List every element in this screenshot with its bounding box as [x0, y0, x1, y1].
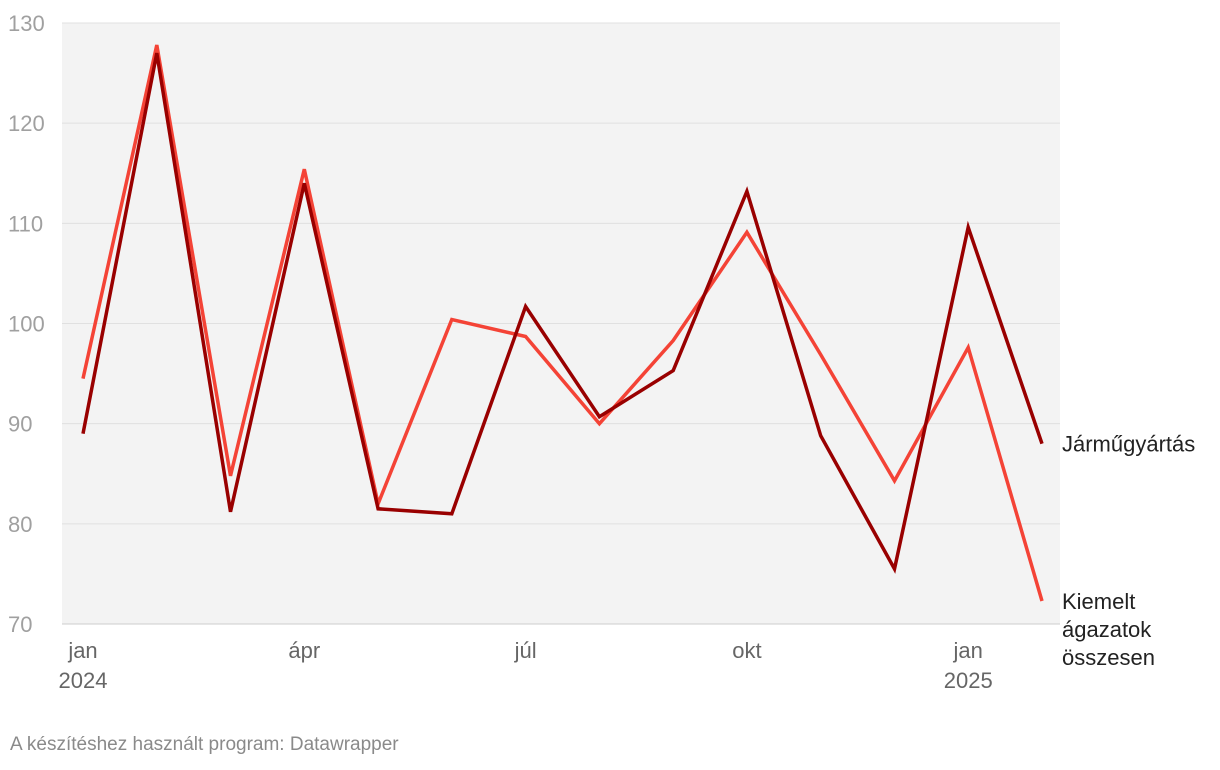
x-tick-label: jan — [67, 638, 97, 663]
y-tick-label: 70 — [8, 612, 32, 637]
series-label-1: Járműgyártás — [1062, 432, 1195, 457]
y-tick-label: 90 — [8, 412, 32, 437]
series-labels: Kiemelt ágazatok összesen Járműgyártás — [1062, 432, 1195, 670]
series-line-0 — [81, 44, 1044, 602]
x-tick-label: júl — [514, 638, 537, 663]
series-label-0: összesen — [1062, 645, 1155, 670]
x-tick-label: ápr — [288, 638, 320, 663]
y-tick-label: 130 — [8, 11, 45, 36]
series-label-0: Kiemelt — [1062, 589, 1135, 614]
series-line-1 — [81, 52, 1044, 574]
x-axis: jan 2024 ápr júl okt jan 2025 — [59, 638, 993, 693]
x-tick-year-label: 2024 — [59, 668, 108, 693]
series-label-0: ágazatok — [1062, 617, 1152, 642]
y-tick-label: 80 — [8, 512, 32, 537]
grid-layer — [62, 22, 1060, 625]
y-tick-label: 100 — [8, 312, 45, 337]
x-tick-year-label: 2025 — [944, 668, 993, 693]
x-tick-label: okt — [732, 638, 761, 663]
x-tick-label: jan — [953, 638, 983, 663]
y-tick-label: 120 — [8, 111, 45, 136]
y-axis: 70 80 90 100 110 120 130 — [8, 11, 45, 637]
y-tick-label: 110 — [8, 211, 43, 236]
credit-text: A készítéshez használt program: Datawrap… — [10, 734, 399, 755]
series-layer — [81, 44, 1044, 602]
